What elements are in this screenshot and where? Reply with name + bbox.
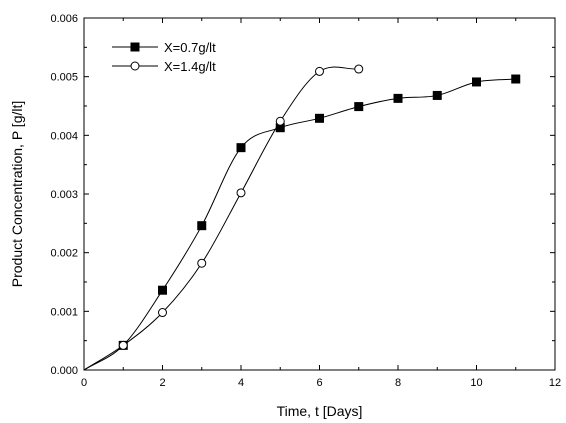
series-1-point [393, 93, 403, 103]
series-1-line [83, 78, 516, 371]
legend-label: X=1.4g/lt [164, 59, 216, 74]
legend-marker [130, 42, 140, 52]
y-tick-label: 0.000 [50, 365, 78, 377]
series-1-point [197, 221, 207, 231]
series-1-point [158, 285, 167, 295]
y-axis: 0.000 0.001 0.002 0.003 0.004 0.005 0.006 [50, 13, 555, 377]
series-1-point [315, 113, 324, 123]
x-tick-label: 2 [159, 377, 165, 389]
series-1-point [472, 77, 481, 87]
legend: X=0.7g/lt X=1.4g/lt [112, 40, 216, 74]
y-tick-label: 0.003 [50, 189, 78, 201]
x-tick-label: 4 [238, 377, 244, 389]
series-2-line [83, 66, 359, 371]
x-axis: 0 2 4 6 8 10 12 [81, 18, 561, 389]
x-tick-label: 8 [395, 377, 401, 389]
series-1-point [354, 102, 364, 112]
series-2-point [197, 258, 207, 268]
y-tick-label: 0.002 [50, 248, 78, 260]
series-1-point [511, 74, 521, 84]
series-1-point [432, 90, 442, 100]
series-2-point [315, 66, 324, 76]
series-1-point [236, 143, 246, 153]
y-tick-label: 0.005 [50, 72, 78, 84]
x-tick-label: 10 [470, 377, 482, 389]
legend-marker [130, 61, 140, 71]
y-tick-label: 0.006 [50, 13, 78, 25]
series-2-point [118, 340, 128, 350]
y-tick-label: 0.004 [50, 130, 78, 142]
series-layer [83, 64, 521, 371]
series-2-point [236, 188, 246, 198]
series-2-point [354, 64, 364, 74]
x-tick-label: 12 [549, 377, 561, 389]
y-axis-title: Product Concentration, P [g/lt] [9, 101, 25, 288]
x-axis-title: Time, t [Days] [277, 403, 363, 419]
x-tick-label: 6 [316, 377, 322, 389]
series-2-point [275, 116, 285, 126]
series-1 [83, 74, 521, 371]
series-2-point [158, 308, 167, 318]
series-2 [83, 64, 364, 371]
y-tick-label: 0.001 [50, 306, 78, 318]
x-tick-label: 0 [81, 377, 87, 389]
legend-label: X=0.7g/lt [164, 40, 216, 55]
